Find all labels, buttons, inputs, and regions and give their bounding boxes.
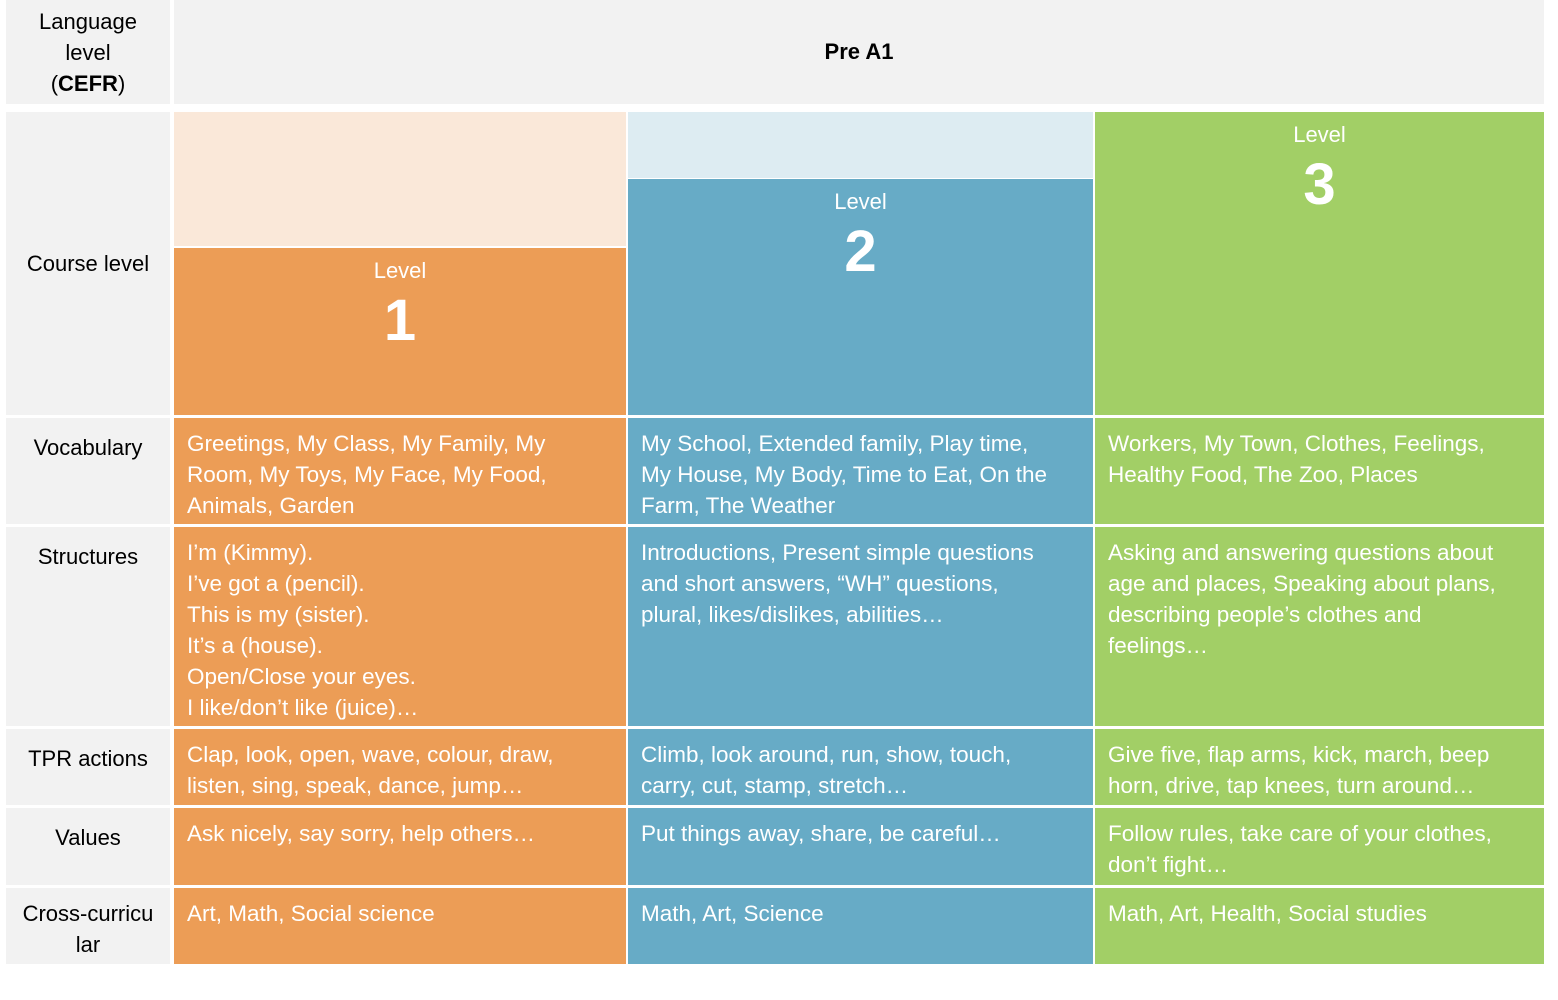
level-3-vocabulary: Workers, My Town, Clothes, Feelings, Hea… — [1095, 418, 1544, 524]
level-1-word: Level — [373, 258, 427, 283]
row-label-vocabulary: Vocabulary — [6, 418, 170, 524]
row-label-course-level: Course level — [6, 112, 170, 415]
level-1-box: Level 1 — [174, 248, 626, 415]
level-3-values: Follow rules, take care of your clothes,… — [1095, 808, 1544, 885]
level-3-structures: Asking and answering questions about age… — [1095, 527, 1544, 726]
level-1-tpr-actions: Clap, look, open, wave, colour, draw, li… — [174, 729, 626, 805]
level-3-box: Level 3 — [1095, 112, 1544, 415]
level-1-light-band — [174, 112, 626, 246]
level-1-values: Ask nicely, say sorry, help others… — [174, 808, 626, 885]
level-3-number: 3 — [1303, 152, 1336, 217]
level-2-structures: Introductions, Present simple questions … — [628, 527, 1093, 726]
language-level-label-text: Language level (CEFR) — [39, 8, 137, 96]
row-label-structures: Structures — [6, 527, 170, 726]
level-2-cross-curricular: Math, Art, Science — [628, 888, 1093, 964]
level-1-vocabulary: Greetings, My Class, My Family, My Room,… — [174, 418, 626, 524]
level-1-structures: I’m (Kimmy). I’ve got a (pencil). This i… — [174, 527, 626, 726]
level-1-number: 1 — [383, 288, 417, 353]
language-level-value: Pre A1 — [174, 0, 1544, 104]
level-3-cross-curricular: Math, Art, Health, Social studies — [1095, 888, 1544, 964]
level-2-box: Level 2 — [628, 179, 1093, 415]
language-level-label: Language level (CEFR) — [6, 0, 170, 104]
level-2-values: Put things away, share, be careful… — [628, 808, 1093, 885]
language-level-value-text: Pre A1 — [824, 39, 894, 64]
row-label-tpr-actions: TPR actions — [6, 729, 170, 805]
level-3-tpr-actions: Give five, flap arms, kick, march, beep … — [1095, 729, 1544, 805]
cefr-abbreviation: CEFR — [58, 70, 118, 96]
row-label-cross-curricular: Cross-curricu lar — [6, 888, 170, 964]
level-2-vocabulary: My School, Extended family, Play time, M… — [628, 418, 1093, 524]
level-1-cross-curricular: Art, Math, Social science — [174, 888, 626, 964]
level-2-word: Level — [834, 189, 887, 214]
level-2-number: 2 — [844, 219, 877, 284]
level-2-light-band — [628, 112, 1093, 178]
row-label-values: Values — [6, 808, 170, 885]
level-3-word: Level — [1293, 122, 1346, 147]
level-2-tpr-actions: Climb, look around, run, show, touch, ca… — [628, 729, 1093, 805]
